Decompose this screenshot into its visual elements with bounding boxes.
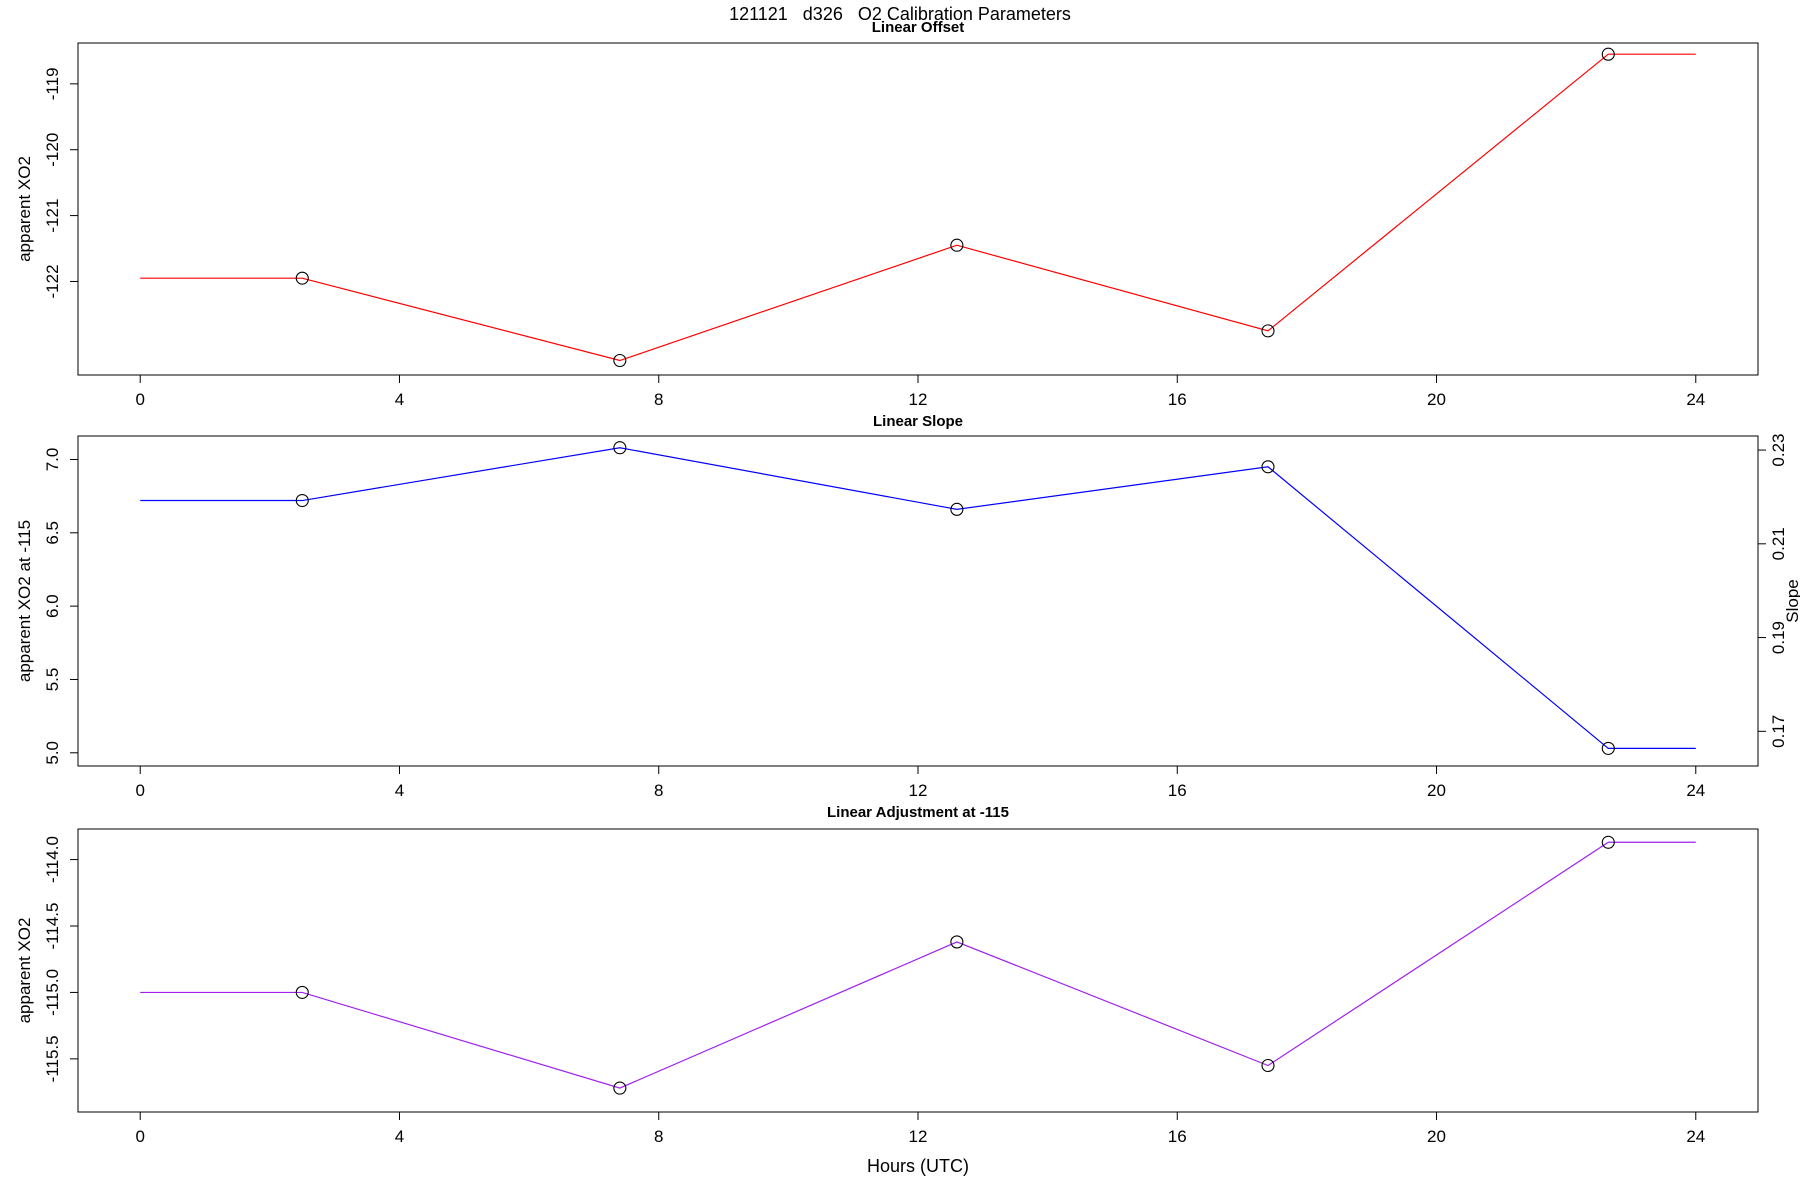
y-tick-label: 7.0 bbox=[43, 448, 62, 472]
x-tick-label: 8 bbox=[654, 781, 663, 800]
x-tick-label: 16 bbox=[1168, 781, 1187, 800]
y-axis-label-2: apparent XO2 bbox=[15, 918, 34, 1024]
y-tick-label: -121 bbox=[43, 199, 62, 233]
y-tick-label: -122 bbox=[43, 264, 62, 298]
y-tick-label: -114.5 bbox=[43, 903, 62, 950]
right-y-tick-label: 0.21 bbox=[1769, 527, 1788, 560]
right-axis-label: Slope bbox=[1783, 579, 1800, 622]
x-tick-label: 24 bbox=[1686, 781, 1705, 800]
data-point bbox=[1601, 47, 1615, 61]
x-tick-label: 0 bbox=[135, 1127, 144, 1146]
y-tick-label: 5.0 bbox=[43, 741, 62, 765]
x-tick-label: 4 bbox=[395, 1127, 404, 1146]
panel-title-2: Linear Adjustment at -115 bbox=[827, 804, 1009, 821]
series-line-0 bbox=[140, 53, 1696, 362]
x-tick-label: 16 bbox=[1168, 1127, 1187, 1146]
y-tick-label: -119 bbox=[43, 67, 62, 100]
data-point bbox=[295, 493, 309, 508]
x-tick-label: 0 bbox=[135, 781, 144, 800]
x-tick-label: 4 bbox=[395, 390, 404, 409]
data-point bbox=[613, 441, 627, 455]
panel-title-1: Linear Slope bbox=[873, 413, 963, 430]
series-line-2 bbox=[140, 841, 1696, 1089]
x-tick-label: 8 bbox=[654, 1127, 663, 1146]
right-y-tick-label: 0.23 bbox=[1769, 434, 1788, 467]
x-tick-label: 12 bbox=[909, 781, 928, 800]
series-line-1 bbox=[140, 447, 1696, 750]
right-y-tick-label: 0.19 bbox=[1769, 621, 1788, 654]
x-axis-label: Hours (UTC) bbox=[867, 1156, 969, 1176]
data-point bbox=[1261, 324, 1275, 338]
y-tick-label: 6.5 bbox=[43, 521, 62, 545]
data-point bbox=[613, 353, 627, 368]
plot-box-1 bbox=[77, 435, 1759, 767]
panel-title-0: Linear Offset bbox=[872, 19, 965, 36]
y-tick-label: 6.0 bbox=[43, 594, 62, 618]
y-tick-label: -115.5 bbox=[43, 1035, 62, 1082]
data-point bbox=[1601, 835, 1615, 849]
y-tick-label: -115.0 bbox=[43, 969, 62, 1016]
data-point bbox=[295, 271, 309, 285]
y-tick-label: -120 bbox=[43, 133, 62, 167]
x-tick-label: 4 bbox=[395, 781, 404, 800]
data-point bbox=[613, 1081, 627, 1095]
data-point bbox=[950, 502, 964, 516]
x-tick-label: 12 bbox=[909, 1127, 928, 1146]
data-point bbox=[1601, 741, 1615, 755]
data-point bbox=[1261, 460, 1275, 474]
x-tick-label: 20 bbox=[1427, 781, 1446, 800]
plot-box-0 bbox=[77, 42, 1759, 376]
right-y-tick-label: 0.17 bbox=[1769, 715, 1788, 748]
x-tick-label: 0 bbox=[135, 390, 144, 409]
x-tick-label: 20 bbox=[1427, 1127, 1446, 1146]
x-tick-label: 12 bbox=[909, 390, 928, 409]
y-axis-label-0: apparent XO2 bbox=[15, 156, 34, 262]
x-tick-label: 24 bbox=[1686, 1127, 1705, 1146]
y-tick-label: -114.0 bbox=[43, 836, 62, 883]
y-tick-label: 5.5 bbox=[43, 668, 62, 692]
data-point bbox=[295, 985, 309, 999]
data-point bbox=[950, 935, 964, 949]
x-tick-label: 24 bbox=[1686, 390, 1705, 409]
y-axis-label-1: apparent XO2 at -115 bbox=[15, 520, 34, 682]
x-tick-label: 16 bbox=[1168, 390, 1187, 409]
plot-box-2 bbox=[77, 828, 1759, 1113]
figure-title: 121121 d326 O2 Calibration Parameters bbox=[729, 4, 1071, 24]
data-point bbox=[1261, 1058, 1275, 1073]
x-tick-label: 20 bbox=[1427, 390, 1446, 409]
x-tick-label: 8 bbox=[654, 390, 663, 409]
data-point bbox=[950, 238, 964, 252]
